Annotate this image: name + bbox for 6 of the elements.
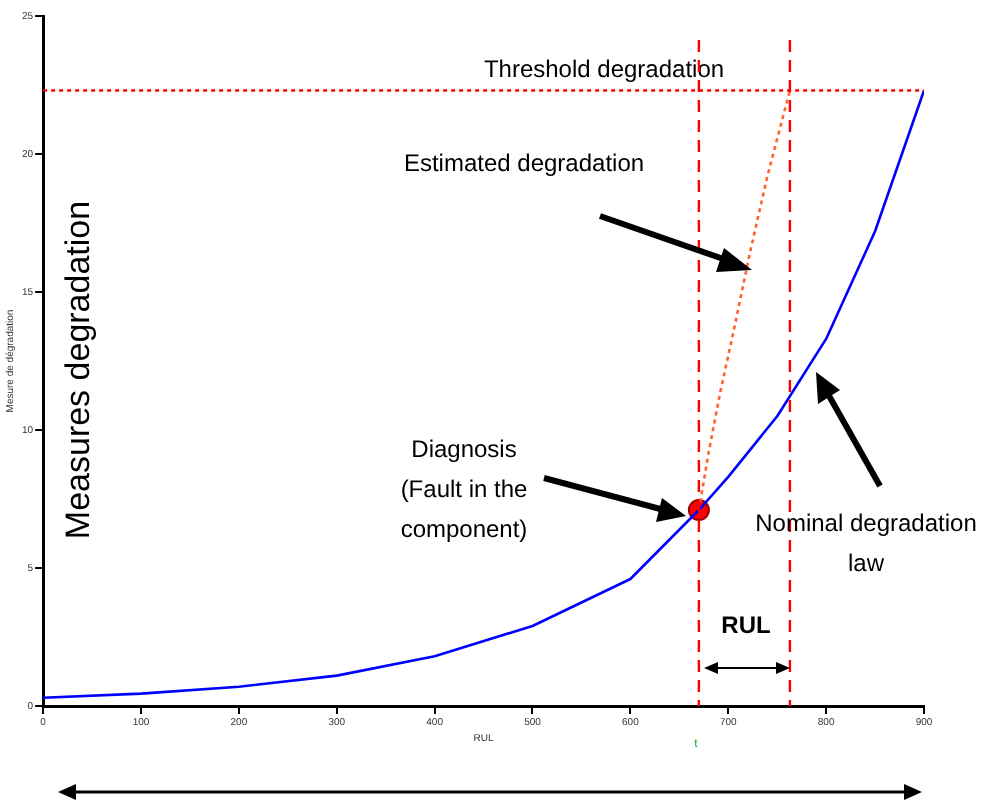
annotation: Estimated degradation [403,148,645,177]
ref-line-label: Threshold degradation [483,55,725,84]
annotation: Measures degradation [59,200,98,540]
annotation: Diagnosis (Fault in the component) [400,434,528,543]
annotation: Nominal degradation law [755,508,977,577]
annotation: RUL [721,610,771,639]
